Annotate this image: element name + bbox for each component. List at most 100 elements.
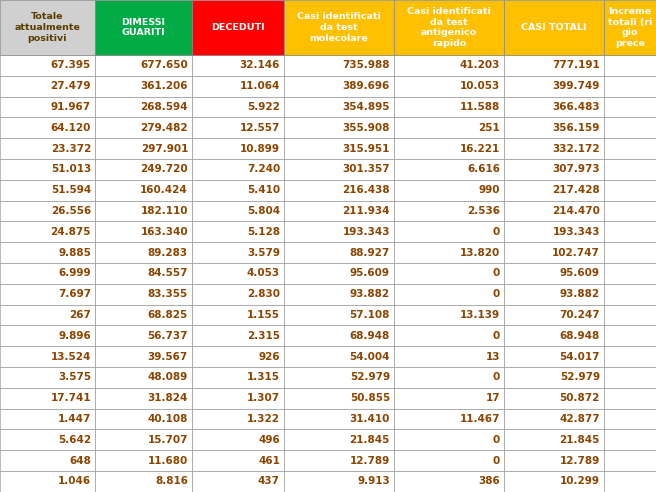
Bar (95, 367, 192, 388)
Text: 93.882: 93.882 (350, 289, 390, 299)
Bar (604, 138, 656, 159)
Text: 15.707: 15.707 (148, 435, 188, 445)
Bar (95, 96, 192, 118)
Text: 10.299: 10.299 (560, 476, 600, 487)
Bar (192, 471, 284, 492)
Bar (192, 263, 284, 284)
Text: Totale
attualmente
positivi: Totale attualmente positivi (14, 12, 81, 43)
Bar (0, 118, 95, 138)
Bar (95, 263, 192, 284)
Bar (504, 159, 604, 180)
Bar (394, 305, 504, 325)
Bar (394, 367, 504, 388)
Text: 315.951: 315.951 (342, 144, 390, 154)
Bar (604, 263, 656, 284)
Bar (0, 263, 95, 284)
Bar (604, 242, 656, 263)
Bar (284, 201, 394, 221)
Text: 12.789: 12.789 (560, 456, 600, 465)
Text: 70.247: 70.247 (560, 310, 600, 320)
Bar (192, 0, 284, 55)
Bar (0, 471, 95, 492)
Bar (284, 180, 394, 201)
Text: 1.322: 1.322 (247, 414, 280, 424)
Text: 6.616: 6.616 (467, 164, 500, 174)
Text: 93.882: 93.882 (560, 289, 600, 299)
Bar (604, 159, 656, 180)
Text: 32.146: 32.146 (239, 61, 280, 70)
Text: CASI TOTALI: CASI TOTALI (522, 23, 586, 32)
Bar (192, 159, 284, 180)
Bar (394, 159, 504, 180)
Bar (0, 388, 95, 408)
Bar (504, 263, 604, 284)
Text: 21.845: 21.845 (560, 435, 600, 445)
Text: 366.483: 366.483 (552, 102, 600, 112)
Text: 102.747: 102.747 (552, 247, 600, 258)
Text: 307.973: 307.973 (552, 164, 600, 174)
Bar (504, 201, 604, 221)
Bar (394, 450, 504, 471)
Bar (394, 138, 504, 159)
Text: 41.203: 41.203 (460, 61, 500, 70)
Bar (604, 0, 656, 55)
Bar (394, 221, 504, 242)
Text: DECEDUTI: DECEDUTI (211, 23, 265, 32)
Text: 249.720: 249.720 (140, 164, 188, 174)
Bar (504, 471, 604, 492)
Text: 27.479: 27.479 (51, 81, 91, 91)
Bar (394, 118, 504, 138)
Text: 268.594: 268.594 (140, 102, 188, 112)
Text: 361.206: 361.206 (140, 81, 188, 91)
Text: 7.240: 7.240 (247, 164, 280, 174)
Bar (192, 96, 284, 118)
Text: 52.979: 52.979 (350, 372, 390, 382)
Text: 163.340: 163.340 (140, 227, 188, 237)
Text: 17.741: 17.741 (51, 393, 91, 403)
Bar (95, 305, 192, 325)
Bar (504, 242, 604, 263)
Bar (284, 159, 394, 180)
Text: 3.575: 3.575 (58, 372, 91, 382)
Text: 437: 437 (258, 476, 280, 487)
Bar (0, 242, 95, 263)
Bar (95, 284, 192, 305)
Text: 386: 386 (478, 476, 500, 487)
Text: 91.967: 91.967 (51, 102, 91, 112)
Bar (504, 325, 604, 346)
Bar (284, 96, 394, 118)
Bar (394, 430, 504, 450)
Text: 95.609: 95.609 (350, 269, 390, 278)
Bar (284, 388, 394, 408)
Bar (504, 430, 604, 450)
Text: 297.901: 297.901 (140, 144, 188, 154)
Text: 9.896: 9.896 (58, 331, 91, 341)
Text: 5.128: 5.128 (247, 227, 280, 237)
Text: 2.536: 2.536 (467, 206, 500, 216)
Bar (284, 325, 394, 346)
Text: 216.438: 216.438 (342, 185, 390, 195)
Text: 214.470: 214.470 (552, 206, 600, 216)
Bar (394, 263, 504, 284)
Bar (0, 96, 95, 118)
Text: 89.283: 89.283 (148, 247, 188, 258)
Text: 399.749: 399.749 (552, 81, 600, 91)
Bar (604, 284, 656, 305)
Text: 2.315: 2.315 (247, 331, 280, 341)
Bar (0, 325, 95, 346)
Bar (0, 159, 95, 180)
Text: 356.159: 356.159 (552, 123, 600, 133)
Bar (284, 138, 394, 159)
Bar (284, 346, 394, 367)
Bar (192, 388, 284, 408)
Text: 48.089: 48.089 (148, 372, 188, 382)
Text: Increme
totali (ri
gio
prece: Increme totali (ri gio prece (608, 7, 652, 48)
Bar (95, 0, 192, 55)
Text: Casi identificati
da test
antigenico
rapido: Casi identificati da test antigenico rap… (407, 7, 491, 48)
Bar (284, 284, 394, 305)
Bar (192, 430, 284, 450)
Text: 11.467: 11.467 (459, 414, 500, 424)
Text: 13.139: 13.139 (460, 310, 500, 320)
Bar (95, 221, 192, 242)
Text: 193.343: 193.343 (342, 227, 390, 237)
